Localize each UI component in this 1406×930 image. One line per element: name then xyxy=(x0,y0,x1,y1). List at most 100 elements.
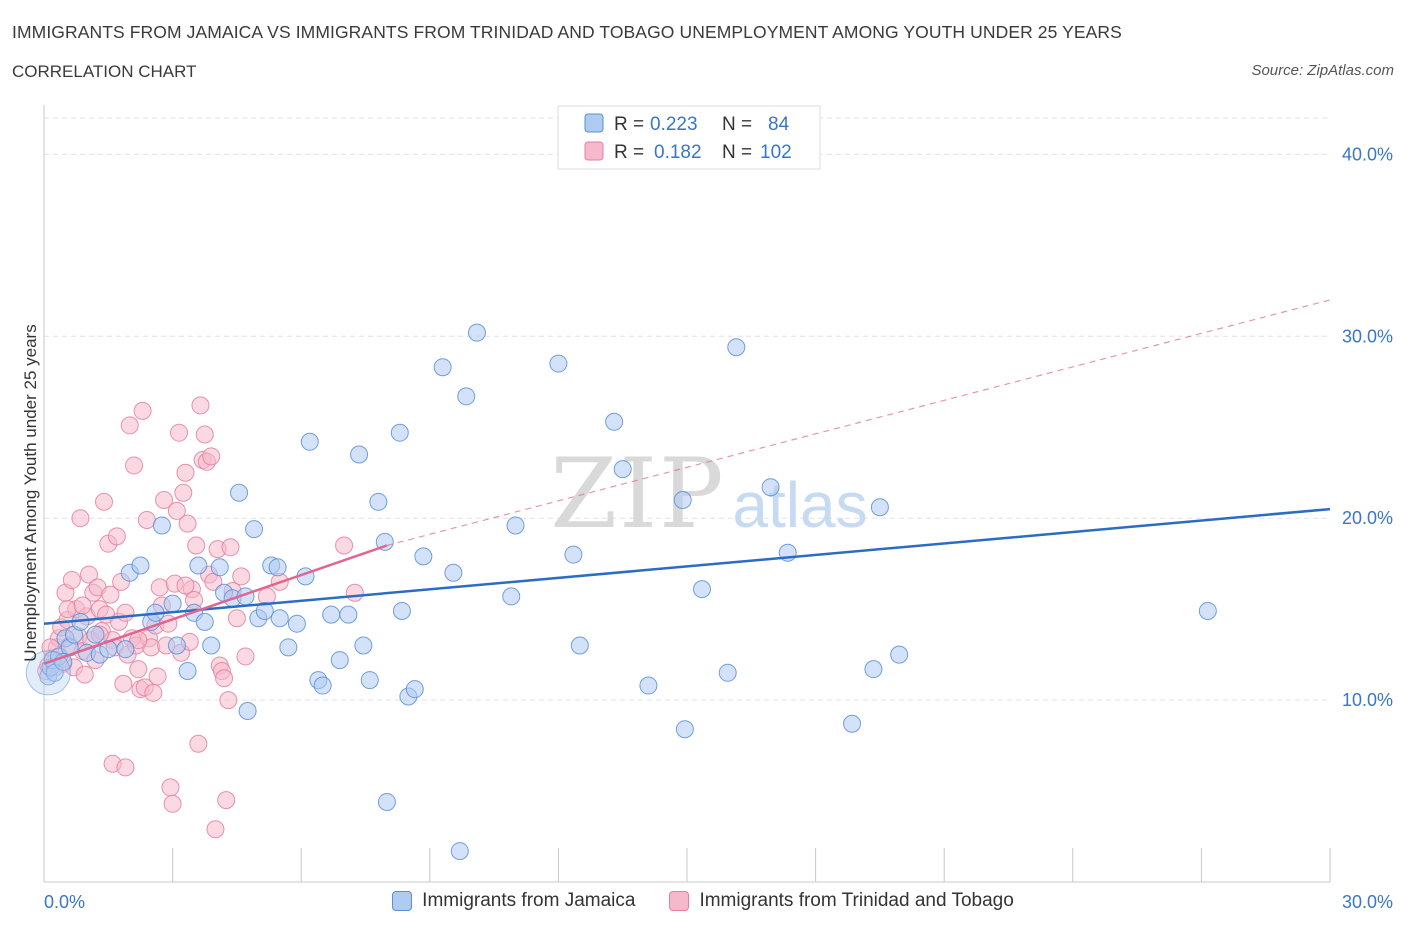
trinidad-point xyxy=(58,600,77,619)
jamaica-point xyxy=(843,714,862,733)
series-legend: Immigrants from Jamaica Immigrants from … xyxy=(0,890,1406,912)
jamaica-point xyxy=(245,520,264,539)
legend-item-jamaica[interactable]: Immigrants from Jamaica xyxy=(392,890,635,912)
jamaica-point xyxy=(339,605,358,624)
legend-r-label: R = xyxy=(614,142,644,163)
y-tick-label: 10.0% xyxy=(1342,690,1393,710)
trinidad-point xyxy=(176,463,195,482)
trinidad-point xyxy=(227,609,246,628)
trinidad-point xyxy=(116,603,135,622)
trinidad-point xyxy=(150,578,169,597)
legend-label-jamaica: Immigrants from Jamaica xyxy=(422,890,636,911)
jamaica-point xyxy=(761,478,780,497)
y-tick-label: 30.0% xyxy=(1342,326,1393,346)
legend-swatch-trinidad xyxy=(584,141,604,161)
jamaica-point xyxy=(693,580,712,599)
trinidad-point xyxy=(137,511,156,530)
trinidad-point xyxy=(129,660,148,679)
jamaica-point xyxy=(377,792,396,811)
series-jamaica-points xyxy=(25,323,1217,861)
trinidad-point xyxy=(148,667,167,686)
jamaica-point xyxy=(270,609,289,628)
jamaica-point xyxy=(1198,601,1217,620)
trinidad-point xyxy=(221,538,240,557)
legend-n-label: N = xyxy=(722,142,752,163)
jamaica-point xyxy=(564,545,583,564)
jamaica-point xyxy=(502,587,521,606)
jamaica-point xyxy=(506,516,525,535)
jamaica-point xyxy=(300,432,319,451)
trinidad-point xyxy=(75,665,94,684)
jamaica-point xyxy=(279,638,298,657)
jamaica-point xyxy=(414,547,433,566)
legend-n-label: N = xyxy=(722,114,752,135)
trinidad-point xyxy=(161,778,180,797)
trinidad-point xyxy=(80,565,99,584)
jamaica-point xyxy=(673,491,692,509)
trinidad-point xyxy=(232,567,251,586)
trinidad-point xyxy=(133,401,152,420)
y-tick-labels: 10.0% 20.0% 30.0% 40.0% xyxy=(1342,144,1393,710)
jamaica-point xyxy=(268,558,287,577)
jamaica-point xyxy=(444,563,463,582)
trinidad-point xyxy=(163,794,182,813)
source-label: Source: ZipAtlas.com xyxy=(1251,62,1394,79)
jamaica-point xyxy=(675,720,694,739)
trinidad-point xyxy=(167,501,186,520)
trinidad-point xyxy=(174,483,193,502)
x-tick-label: 0.0% xyxy=(44,892,85,912)
trinidad-point xyxy=(195,425,214,444)
jamaica-point xyxy=(890,645,909,664)
jamaica-point xyxy=(549,354,568,373)
trinidad-point xyxy=(125,456,144,475)
jamaica-point xyxy=(727,338,746,357)
jamaica-point xyxy=(392,601,411,620)
chart-title: IMMIGRANTS FROM JAMAICA VS IMMIGRANTS FR… xyxy=(12,22,1122,42)
jamaica-trend-line xyxy=(43,507,1331,625)
legend-r-value: 0.182 xyxy=(654,142,702,163)
legend-item-trinidad[interactable]: Immigrants from Trinidad and Tobago xyxy=(669,890,1014,912)
jamaica-point xyxy=(230,483,249,502)
trinidad-point xyxy=(187,536,206,555)
jamaica-point xyxy=(390,423,409,442)
jamaica-point xyxy=(116,640,135,659)
trinidad-point xyxy=(73,596,92,615)
trinidad-point xyxy=(95,492,114,511)
jamaica-point xyxy=(354,636,373,655)
y-tick-label: 20.0% xyxy=(1342,508,1393,528)
trinidad-point xyxy=(219,691,238,710)
trinidad-point xyxy=(144,683,163,702)
trinidad-trend-line xyxy=(43,544,388,665)
trinidad-point xyxy=(101,585,120,604)
jamaica-point xyxy=(238,702,257,721)
jamaica-point xyxy=(86,625,105,644)
trinidad-point xyxy=(345,583,364,602)
jamaica-point xyxy=(322,605,341,624)
jamaica-point xyxy=(375,532,394,551)
trinidad-point xyxy=(178,514,197,533)
jamaica-point xyxy=(330,651,349,670)
trend-lines xyxy=(43,299,1331,665)
correlation-legend: R = 0.223 N = 84 R = 0.182 N = 102 xyxy=(557,105,821,170)
trinidad-point xyxy=(206,820,225,839)
jamaica-point xyxy=(360,671,379,690)
jamaica-point xyxy=(613,460,632,479)
trinidad-point xyxy=(71,509,90,528)
watermark-atlas: atlas xyxy=(732,469,867,541)
jamaica-cluster-point xyxy=(25,650,71,696)
jamaica-point xyxy=(167,636,186,655)
trinidad-point xyxy=(116,758,135,777)
trinidad-point xyxy=(215,669,234,688)
jamaica-point xyxy=(433,358,452,377)
jamaica-point xyxy=(405,680,424,699)
jamaica-point xyxy=(639,676,658,695)
legend-swatch-jamaica xyxy=(392,891,413,911)
trinidad-point xyxy=(236,647,255,666)
jamaica-point xyxy=(131,556,150,575)
trinidad-point xyxy=(170,423,189,442)
jamaica-point xyxy=(287,614,306,633)
jamaica-point xyxy=(313,676,332,695)
watermark: ZIP atlas xyxy=(550,438,867,550)
jamaica-point xyxy=(369,492,388,511)
x-tick-label: 30.0% xyxy=(1342,892,1393,912)
